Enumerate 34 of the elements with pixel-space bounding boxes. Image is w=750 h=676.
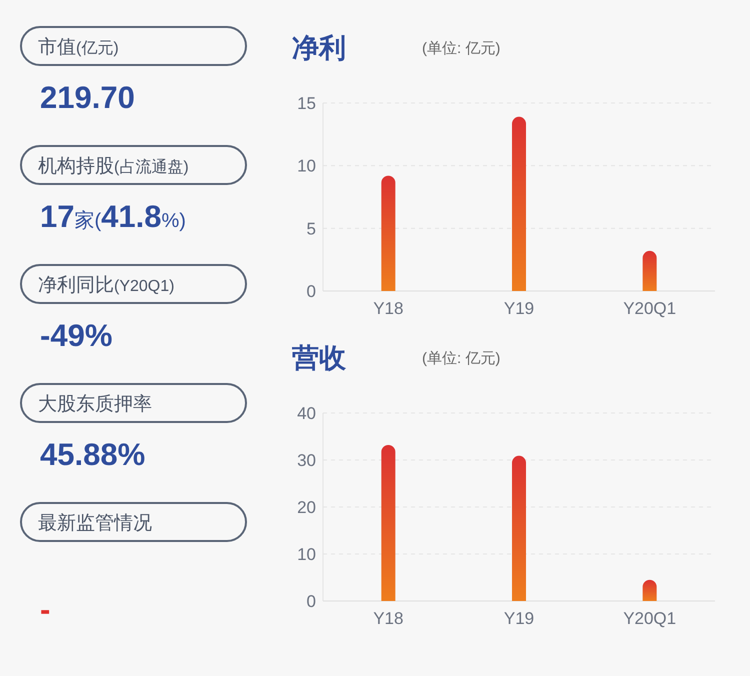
y-tick-label: 15	[297, 94, 316, 113]
text: 45.88%	[40, 437, 146, 472]
text: 机构持股(占流通盘)	[38, 156, 189, 177]
y-tick-label: 40	[297, 404, 316, 423]
bar	[512, 456, 526, 601]
text: 市值(亿元)	[38, 36, 119, 58]
text: 219.70	[40, 80, 135, 115]
x-tick-label: Y18	[373, 609, 404, 628]
y-tick-label: 30	[297, 451, 316, 470]
chart-subtitle: (单位: 亿元)	[422, 350, 500, 367]
x-tick-label: Y20Q1	[623, 609, 676, 628]
y-tick-label: 20	[297, 498, 316, 517]
chart-title: 营收	[291, 343, 347, 373]
bar	[381, 176, 396, 291]
y-tick-label: 10	[297, 156, 316, 176]
y-tick-label: 0	[306, 282, 316, 301]
chart-subtitle: (单位: 亿元)	[422, 40, 500, 57]
y-tick-label: 0	[306, 592, 316, 611]
x-tick-label: Y18	[373, 299, 404, 318]
x-tick-label: Y19	[504, 609, 534, 628]
text: 净利同比(Y20Q1)	[38, 275, 174, 296]
y-tick-label: 10	[297, 545, 316, 564]
text: -49%	[40, 318, 112, 353]
text: 17家(41.8%)	[40, 199, 186, 234]
bar	[642, 250, 657, 291]
y-tick-label: 5	[306, 219, 316, 238]
text: -	[40, 592, 50, 627]
chart-title: 净利	[292, 33, 346, 63]
x-tick-label: Y20Q1	[623, 299, 676, 318]
text: 最新监管情况	[38, 512, 152, 534]
x-tick-label: Y19	[504, 299, 534, 318]
text: 大股东质押率	[38, 393, 152, 415]
bar	[512, 116, 526, 291]
bar	[381, 444, 396, 601]
